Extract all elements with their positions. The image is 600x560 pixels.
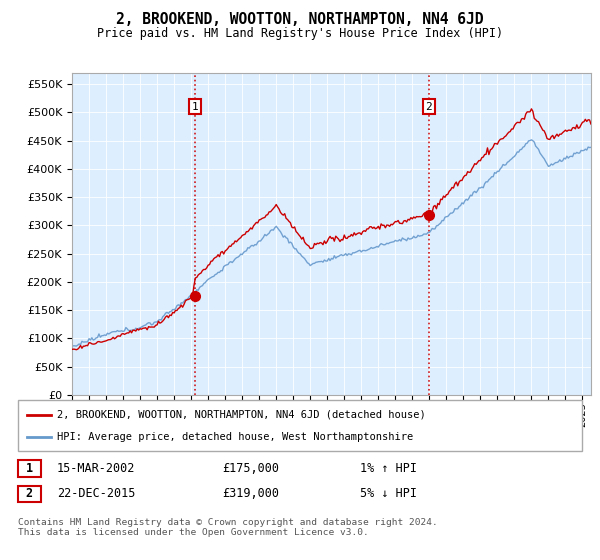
Text: 2: 2 (26, 487, 33, 501)
Text: 5% ↓ HPI: 5% ↓ HPI (360, 487, 417, 501)
Text: 1% ↑ HPI: 1% ↑ HPI (360, 462, 417, 475)
Text: 2, BROOKEND, WOOTTON, NORTHAMPTON, NN4 6JD: 2, BROOKEND, WOOTTON, NORTHAMPTON, NN4 6… (116, 12, 484, 27)
Text: HPI: Average price, detached house, West Northamptonshire: HPI: Average price, detached house, West… (57, 432, 413, 442)
Text: Contains HM Land Registry data © Crown copyright and database right 2024.
This d: Contains HM Land Registry data © Crown c… (18, 518, 438, 538)
Text: 15-MAR-2002: 15-MAR-2002 (57, 462, 136, 475)
Text: £319,000: £319,000 (222, 487, 279, 501)
Text: 22-DEC-2015: 22-DEC-2015 (57, 487, 136, 501)
Text: 2, BROOKEND, WOOTTON, NORTHAMPTON, NN4 6JD (detached house): 2, BROOKEND, WOOTTON, NORTHAMPTON, NN4 6… (57, 409, 426, 419)
Text: 1: 1 (191, 102, 198, 111)
Text: 2: 2 (425, 102, 432, 111)
Text: £175,000: £175,000 (222, 462, 279, 475)
Text: 1: 1 (26, 462, 33, 475)
Text: Price paid vs. HM Land Registry's House Price Index (HPI): Price paid vs. HM Land Registry's House … (97, 27, 503, 40)
